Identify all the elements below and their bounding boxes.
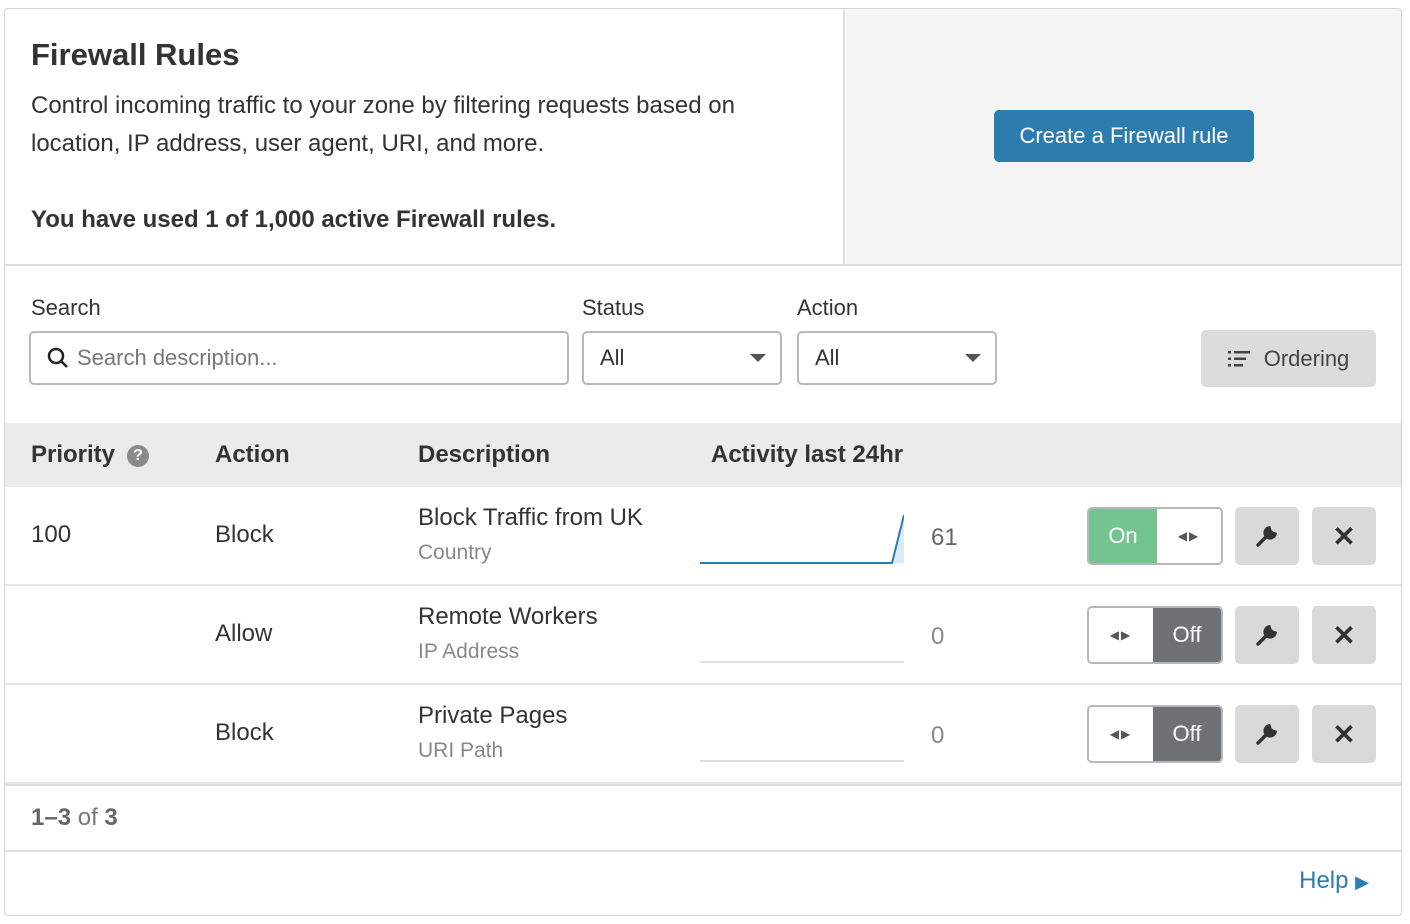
create-firewall-rule-button[interactable]: Create a Firewall rule xyxy=(994,110,1254,162)
table-row: Block Private Pages URI Path xyxy=(5,685,1401,784)
close-icon: ✕ xyxy=(1332,619,1356,651)
pagination-total: 3 xyxy=(104,804,118,831)
status-value: All xyxy=(600,345,625,370)
column-activity: Activity last 24hr xyxy=(711,441,904,468)
toggle-handle-icon: ◀▶ xyxy=(1089,707,1153,761)
close-icon: ✕ xyxy=(1332,718,1356,750)
table-header: Priority? Action Description Activity la… xyxy=(5,423,1401,487)
caret-right-icon: ▶ xyxy=(1355,872,1369,892)
edit-rule-button[interactable] xyxy=(1235,705,1299,763)
ordering-label: Ordering xyxy=(1263,345,1350,371)
page-description: Control incoming traffic to your zone by… xyxy=(31,92,735,157)
edit-rule-button[interactable] xyxy=(1235,507,1299,565)
rule-action: Block xyxy=(215,719,274,746)
wrench-icon xyxy=(1256,624,1278,646)
rule-action: Allow xyxy=(215,620,273,647)
rule-field: URI Path xyxy=(418,739,504,762)
action-label: Action xyxy=(797,295,859,320)
table-row: Allow Remote Workers IP Address xyxy=(5,586,1401,685)
help-link[interactable]: Help ▶ xyxy=(1299,867,1369,895)
toggle-state-label: Off xyxy=(1153,608,1221,662)
edit-rule-button[interactable] xyxy=(1235,606,1299,664)
rule-description[interactable]: Block Traffic from UK xyxy=(418,504,643,531)
pagination-range: 1–3 xyxy=(31,804,72,831)
rule-description[interactable]: Remote Workers xyxy=(418,603,598,630)
rule-enabled-toggle[interactable]: ◀▶ Off xyxy=(1087,705,1223,763)
chevron-down-icon xyxy=(965,354,981,362)
close-icon: ✕ xyxy=(1332,520,1356,552)
rule-enabled-toggle[interactable]: On ◀▶ xyxy=(1087,507,1223,565)
toggle-handle-icon: ◀▶ xyxy=(1089,608,1153,662)
activity-sparkline xyxy=(700,514,904,564)
search-icon xyxy=(47,347,68,368)
header-section: Firewall Rules Control incoming traffic … xyxy=(5,9,1401,266)
toggle-state-label: Off xyxy=(1153,707,1221,761)
rule-action: Block xyxy=(215,521,274,548)
action-value: All xyxy=(815,345,840,370)
help-label: Help xyxy=(1299,867,1349,894)
delete-rule-button[interactable]: ✕ xyxy=(1312,705,1376,763)
column-priority-label: Priority xyxy=(31,441,116,468)
status-select[interactable]: All xyxy=(582,331,782,385)
help-icon[interactable]: ? xyxy=(127,445,150,467)
rule-priority: 100 xyxy=(31,521,72,548)
toggle-handle-icon: ◀▶ xyxy=(1157,509,1221,563)
table-row: 100 Block Block Traffic from UK Country xyxy=(5,487,1401,586)
rule-description[interactable]: Private Pages xyxy=(418,702,568,729)
pagination: 1–3 of 3 xyxy=(5,784,1401,852)
usage-text: You have used 1 of 1,000 active Firewall… xyxy=(31,206,557,233)
activity-sparkline xyxy=(700,661,904,663)
intro-panel: Firewall Rules Control incoming traffic … xyxy=(5,9,845,264)
rule-field: Country xyxy=(418,541,492,564)
activity-count: 0 xyxy=(931,722,945,749)
firewall-rules-card: Firewall Rules Control incoming traffic … xyxy=(4,8,1402,916)
column-action: Action xyxy=(215,441,290,468)
cta-panel: Create a Firewall rule xyxy=(846,9,1401,264)
activity-sparkline xyxy=(700,760,904,762)
search-placeholder: Search description... xyxy=(77,345,278,370)
column-description: Description xyxy=(418,441,551,468)
pagination-of: of xyxy=(77,804,98,831)
delete-rule-button[interactable]: ✕ xyxy=(1312,606,1376,664)
rule-field: IP Address xyxy=(418,640,520,663)
action-select[interactable]: All xyxy=(797,331,997,385)
page-title: Firewall Rules xyxy=(31,37,240,72)
list-icon xyxy=(1227,350,1250,366)
wrench-icon xyxy=(1256,525,1278,547)
activity-count: 0 xyxy=(931,623,945,650)
column-priority[interactable]: Priority? xyxy=(31,441,150,469)
chevron-down-icon xyxy=(750,354,766,362)
search-input[interactable]: Search description... xyxy=(29,331,569,385)
delete-rule-button[interactable]: ✕ xyxy=(1312,507,1376,565)
ordering-button[interactable]: Ordering xyxy=(1201,330,1376,387)
wrench-icon xyxy=(1256,723,1278,745)
rule-enabled-toggle[interactable]: ◀▶ Off xyxy=(1087,606,1223,664)
toggle-state-label: On xyxy=(1089,509,1157,563)
activity-count: 61 xyxy=(931,524,958,551)
status-label: Status xyxy=(582,295,645,320)
search-label: Search xyxy=(31,295,101,320)
